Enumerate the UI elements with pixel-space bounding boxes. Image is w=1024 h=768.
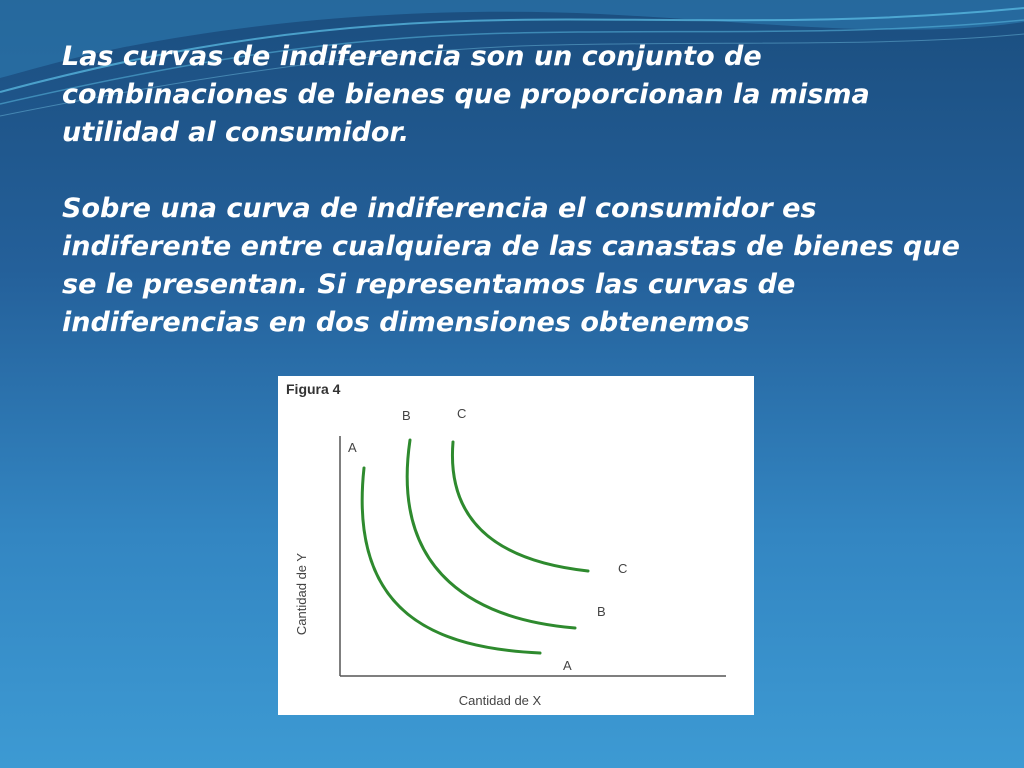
curve-a <box>360 466 542 655</box>
paragraph-explanation: Sobre una curva de indiferencia el consu… <box>62 193 960 338</box>
x-axis-label: Cantidad de X <box>459 693 542 708</box>
curve-b-top-label: B <box>402 408 411 423</box>
body-text: Las curvas de indiferencia son un conjun… <box>62 38 992 342</box>
curve-c-top-label: C <box>457 406 466 421</box>
curve-b <box>405 438 577 630</box>
figure-svg: Figura 4 Cantidad de Y Cantidad de X A B… <box>286 381 726 708</box>
indifference-curves-figure: Figura 4 Cantidad de Y Cantidad de X A B… <box>278 376 754 715</box>
curve-a-top-label: A <box>348 440 357 455</box>
y-axis-label: Cantidad de Y <box>294 553 309 635</box>
curve-c-end-label: C <box>618 561 627 576</box>
curve-c <box>450 440 590 573</box>
paragraph-definition: Las curvas de indiferencia son un conjun… <box>62 41 870 148</box>
curve-a-end-label: A <box>563 658 572 673</box>
wave-decoration <box>0 0 1024 117</box>
curve-b-end-label: B <box>597 604 606 619</box>
figure-title: Figura 4 <box>286 381 341 397</box>
